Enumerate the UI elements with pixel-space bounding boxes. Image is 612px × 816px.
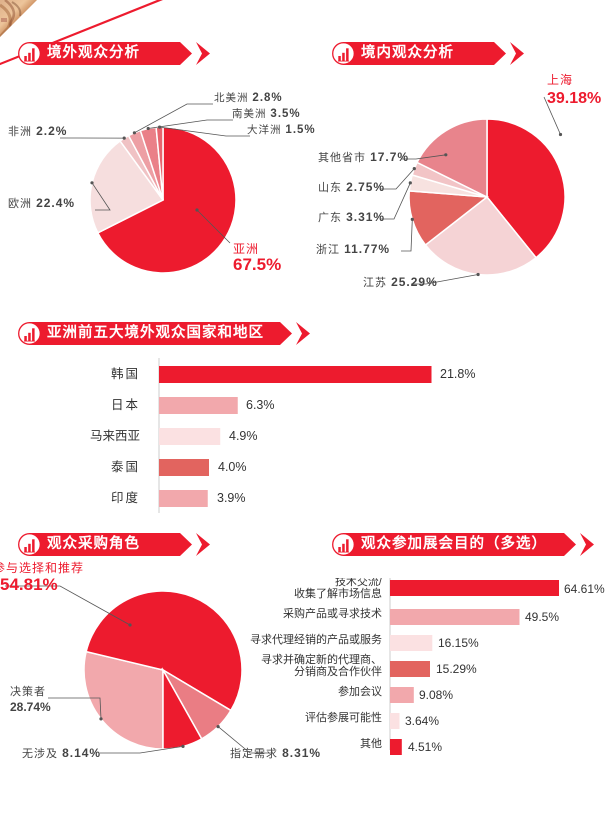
svg-text:其他: 其他	[360, 737, 382, 750]
svg-text:39.18%: 39.18%	[547, 90, 601, 107]
svg-text:泰国: 泰国	[111, 460, 140, 474]
svg-text:6.3%: 6.3%	[246, 398, 275, 412]
svg-text:北美洲 2.8%: 北美洲 2.8%	[214, 91, 283, 104]
svg-text:技术交流/: 技术交流/	[335, 578, 383, 588]
svg-text:21.8%: 21.8%	[440, 367, 475, 381]
svg-text:浙江 11.77%: 浙江 11.77%	[316, 242, 390, 256]
svg-text:16.15%: 16.15%	[438, 636, 479, 650]
svg-text:9.08%: 9.08%	[419, 688, 453, 702]
svg-text:4.0%: 4.0%	[218, 460, 247, 474]
svg-text:其他省市 17.7%: 其他省市 17.7%	[318, 150, 409, 164]
svg-text:采购产品或寻求技术: 采购产品或寻求技术	[283, 606, 382, 620]
svg-text:4.9%: 4.9%	[229, 429, 258, 443]
svg-text:印度: 印度	[111, 490, 140, 505]
svg-text:广东 3.31%: 广东 3.31%	[318, 210, 385, 224]
svg-text:山东 2.75%: 山东 2.75%	[318, 180, 385, 194]
svg-text:南美洲 3.5%: 南美洲 3.5%	[232, 107, 301, 120]
svg-text:收集了解市场信息: 收集了解市场信息	[294, 586, 382, 600]
svg-text:3.64%: 3.64%	[405, 714, 439, 728]
svg-text:韩国: 韩国	[111, 366, 140, 381]
svg-text:亚洲: 亚洲	[233, 242, 259, 256]
svg-text:日本: 日本	[111, 398, 140, 412]
svg-text:49.5%: 49.5%	[525, 610, 559, 624]
svg-text:3.9%: 3.9%	[217, 491, 246, 505]
svg-text:上海: 上海	[547, 72, 573, 87]
svg-text:15.29%: 15.29%	[436, 662, 477, 676]
svg-text:马来西亚: 马来西亚	[90, 429, 140, 443]
svg-text:64.61%: 64.61%	[564, 582, 605, 596]
svg-text:评估参展可能性: 评估参展可能性	[305, 710, 382, 724]
svg-text:参加会议: 参加会议	[338, 684, 382, 698]
svg-text:非洲 2.2%: 非洲 2.2%	[8, 124, 67, 138]
svg-text:江苏 25.29%: 江苏 25.29%	[363, 275, 438, 289]
svg-text:寻求并确定新的代理商、: 寻求并确定新的代理商、	[261, 652, 382, 666]
svg-text:67.5%: 67.5%	[233, 255, 281, 274]
svg-text:参与选择和推荐: 参与选择和推荐	[0, 560, 84, 575]
svg-text:寻求代理经销的产品或服务: 寻求代理经销的产品或服务	[250, 632, 382, 646]
svg-text:分销商及合作伙伴: 分销商及合作伙伴	[294, 664, 382, 678]
svg-text:欧洲 22.4%: 欧洲 22.4%	[8, 196, 75, 210]
svg-text:4.51%: 4.51%	[408, 740, 442, 754]
